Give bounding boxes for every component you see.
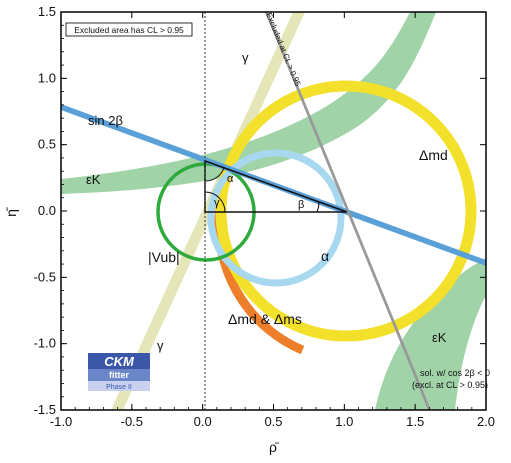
excluded-line bbox=[265, 12, 431, 410]
x-axis: -1.0 -0.5 0.0 0.5 1.0 1.5 2.0 bbox=[50, 12, 495, 429]
triangle-beta-label: β bbox=[298, 199, 304, 211]
ckmfitter-logo: CKM fitter Phase II bbox=[88, 353, 150, 391]
vub-label: |Vub| bbox=[148, 249, 180, 265]
y-tick-label: -1.5 bbox=[34, 402, 56, 417]
y-tick-label: 1.5 bbox=[38, 4, 56, 19]
angle-beta-arc bbox=[316, 201, 320, 213]
y-tick-label: -1.0 bbox=[34, 336, 56, 351]
unitarity-triangle bbox=[204, 159, 348, 213]
sol-label-line2: (excl. at CL > 0.95) bbox=[412, 380, 488, 390]
epsilonK-band-lower bbox=[375, 258, 486, 410]
x-tick-label: 2.0 bbox=[477, 414, 495, 429]
angle-alpha-arc bbox=[204, 167, 225, 182]
gamma-label-top: γ bbox=[242, 50, 249, 65]
deltamd-ring bbox=[215, 80, 477, 342]
logo-title: CKM bbox=[104, 354, 135, 369]
alpha-region-label: α bbox=[321, 248, 329, 264]
y-tick-label: 0.5 bbox=[38, 137, 56, 152]
deltamd-label: Δmd bbox=[419, 147, 448, 163]
x-tick-label: 0.5 bbox=[264, 414, 282, 429]
alpha-ring bbox=[207, 149, 345, 287]
triangle-alpha-label: α bbox=[227, 173, 234, 185]
gamma-label-bottom: γ bbox=[157, 338, 164, 353]
x-tick-label: 1.5 bbox=[406, 414, 424, 429]
note-box-text: Excluded area has CL > 0.95 bbox=[74, 25, 184, 35]
y-axis-label: η̄ bbox=[3, 207, 19, 217]
x-tick-label: -1.0 bbox=[50, 414, 72, 429]
logo-phase: Phase II bbox=[106, 384, 132, 391]
x-axis-label: ρ̄ bbox=[269, 439, 279, 455]
x-tick-label: 1.0 bbox=[335, 414, 353, 429]
y-tick-label: 0.0 bbox=[38, 203, 56, 218]
sin2beta-label: sin 2β bbox=[88, 113, 123, 128]
y-axis: -1.5 -1.0 -0.5 0.0 0.5 1.0 1.5 bbox=[34, 4, 486, 417]
epsilonK-label-left: εK bbox=[86, 172, 101, 187]
angle-gamma-arc bbox=[204, 191, 226, 213]
logo-subtitle: fitter bbox=[109, 370, 129, 380]
deltamd-deltams-label: Δmd & Δms bbox=[228, 311, 302, 327]
x-tick-label: -0.5 bbox=[121, 414, 143, 429]
x-tick-label: 0.0 bbox=[194, 414, 212, 429]
y-tick-label: 1.0 bbox=[38, 70, 56, 85]
sol-label-line1: sol. w/ cos 2β < 0 bbox=[420, 368, 490, 378]
triangle-gamma-label: γ bbox=[214, 197, 220, 209]
epsilonK-label-right: εK bbox=[432, 330, 447, 345]
note-box bbox=[65, 22, 193, 37]
y-tick-label: -0.5 bbox=[34, 269, 56, 284]
